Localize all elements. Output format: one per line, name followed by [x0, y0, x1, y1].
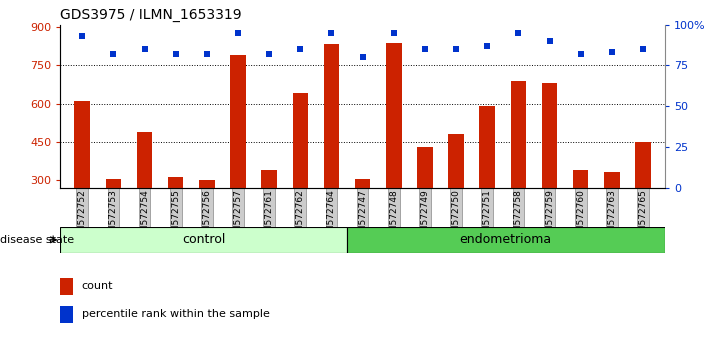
Text: control: control: [182, 233, 225, 246]
Point: [357, 55, 368, 60]
Point: [170, 51, 181, 57]
Bar: [417, 147, 433, 188]
Text: GDS3975 / ILMN_1653319: GDS3975 / ILMN_1653319: [60, 8, 242, 22]
Bar: [60, 278, 73, 295]
Bar: [347, 227, 665, 253]
Point: [294, 46, 306, 52]
Point: [388, 30, 400, 36]
Point: [419, 46, 431, 52]
Bar: [168, 177, 183, 188]
Bar: [60, 227, 347, 253]
Point: [544, 38, 555, 44]
Point: [637, 46, 648, 52]
Bar: [230, 55, 246, 188]
Point: [77, 33, 88, 39]
Bar: [262, 170, 277, 188]
Bar: [137, 132, 152, 188]
Bar: [106, 179, 121, 188]
Bar: [542, 83, 557, 188]
Bar: [60, 306, 73, 323]
Text: endometrioma: endometrioma: [460, 233, 552, 246]
Point: [326, 30, 337, 36]
Text: count: count: [82, 281, 113, 291]
Point: [232, 30, 244, 36]
Text: disease state: disease state: [0, 235, 74, 245]
Bar: [510, 81, 526, 188]
Bar: [635, 142, 651, 188]
Point: [107, 51, 119, 57]
Point: [264, 51, 275, 57]
Point: [481, 43, 493, 49]
Bar: [479, 106, 495, 188]
Bar: [199, 180, 215, 188]
Bar: [355, 179, 370, 188]
Point: [513, 30, 524, 36]
Point: [450, 46, 461, 52]
Bar: [324, 44, 339, 188]
Bar: [573, 170, 589, 188]
Point: [201, 51, 213, 57]
Bar: [604, 172, 619, 188]
Bar: [292, 93, 308, 188]
Bar: [75, 101, 90, 188]
Bar: [448, 134, 464, 188]
Point: [139, 46, 150, 52]
Text: percentile rank within the sample: percentile rank within the sample: [82, 309, 269, 319]
Point: [575, 51, 587, 57]
Bar: [386, 42, 402, 188]
Point: [606, 50, 618, 55]
